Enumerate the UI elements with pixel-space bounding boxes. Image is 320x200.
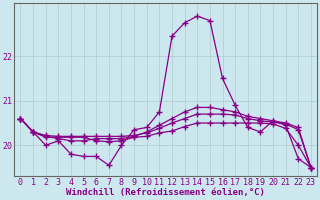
X-axis label: Windchill (Refroidissement éolien,°C): Windchill (Refroidissement éolien,°C) — [66, 188, 265, 197]
